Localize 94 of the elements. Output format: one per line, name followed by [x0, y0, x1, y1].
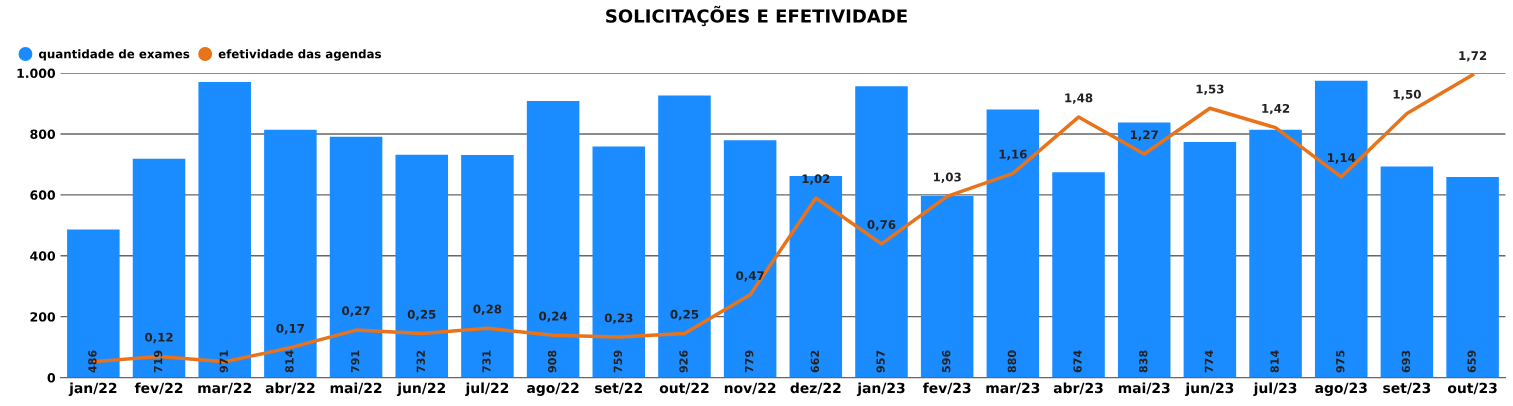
bar — [920, 196, 974, 378]
x-tick-label: out/22 — [659, 382, 709, 395]
data-label: 880 — [1007, 350, 1017, 373]
data-label: 662 — [810, 350, 820, 373]
bar — [395, 154, 449, 378]
data-label: 0,27 — [342, 306, 370, 317]
data-label: 1,03 — [933, 172, 961, 184]
data-label: 1,53 — [1196, 84, 1224, 95]
data-label: 908 — [547, 350, 557, 373]
data-label: 971 — [219, 350, 228, 373]
x-tick-label: jul/23 — [1253, 382, 1297, 396]
x-tick-label: jan/23 — [856, 382, 905, 396]
data-label: 1,50 — [1393, 89, 1421, 101]
data-label: 975 — [1336, 350, 1345, 373]
data-label: 774 — [1204, 350, 1213, 373]
data-label: 1,48 — [1065, 93, 1093, 104]
data-label: 1,27 — [1130, 130, 1158, 141]
y-tick-label: 800 — [30, 129, 56, 139]
x-tick-label: set/23 — [1383, 382, 1431, 395]
x-tick-label: jun/23 — [1184, 382, 1234, 396]
bar — [789, 176, 843, 378]
x-tick-label: jun/22 — [396, 382, 446, 396]
data-label: 791 — [350, 350, 360, 373]
bar — [1314, 80, 1368, 378]
x-tick-label: jan/22 — [68, 382, 117, 396]
data-label: 779 — [744, 350, 754, 373]
bar — [67, 229, 120, 378]
x-tick-label: fev/23 — [922, 382, 971, 395]
bar — [1446, 176, 1499, 378]
data-label: 926 — [679, 350, 688, 373]
data-label: 1,16 — [999, 149, 1027, 161]
data-label: 0,24 — [539, 311, 568, 323]
y-tick-label: 1.000 — [17, 68, 56, 79]
data-label: 1,02 — [802, 174, 830, 185]
x-tick-label: ago/23 — [1315, 382, 1367, 396]
x-tick-label: out/23 — [1447, 382, 1497, 395]
x-tick-label: dez/22 — [790, 382, 841, 395]
x-tick-label: fev/22 — [134, 382, 183, 395]
data-label: 0,76 — [867, 220, 896, 231]
y-tick-label: 200 — [30, 312, 56, 322]
data-label: 1,42 — [1262, 103, 1290, 115]
data-label: 693 — [1401, 350, 1411, 373]
data-label: 814 — [1270, 350, 1279, 373]
x-tick-label: mar/23 — [986, 382, 1040, 395]
data-label: 838 — [1139, 350, 1148, 373]
bar — [986, 109, 1040, 378]
data-label: 0,12 — [145, 332, 173, 344]
chart-title: SOLICITAÇÕES E EFETIVIDADE — [606, 5, 907, 27]
data-label: 659 — [1467, 350, 1476, 373]
bar — [1117, 122, 1171, 378]
x-tick-label: abr/22 — [265, 382, 315, 395]
data-label: 0,17 — [276, 323, 305, 335]
bar — [723, 140, 777, 378]
bar — [526, 101, 580, 378]
data-label: 957 — [876, 350, 885, 373]
data-label: 0,25 — [670, 309, 699, 321]
data-label: 1,14 — [1328, 153, 1356, 164]
x-tick-label: mar/22 — [198, 382, 252, 395]
data-label: 674 — [1073, 350, 1082, 373]
x-tick-label: abr/23 — [1053, 382, 1103, 395]
data-label: 0,25 — [407, 309, 436, 321]
y-tick-label: 400 — [30, 251, 56, 261]
x-tick-label: mai/23 — [1118, 382, 1170, 395]
bar — [329, 136, 383, 378]
bar — [592, 146, 646, 378]
bar — [1380, 166, 1434, 378]
x-tick-label: nov/22 — [724, 382, 776, 395]
data-label: 814 — [285, 350, 294, 373]
bar — [132, 158, 186, 378]
x-tick-label: set/22 — [595, 382, 642, 395]
data-label: 1,72 — [1459, 51, 1487, 62]
bar — [1052, 172, 1105, 378]
data-label: 0,28 — [473, 304, 502, 316]
y-tick-label: 600 — [30, 190, 56, 200]
bar — [461, 154, 514, 378]
bar — [1249, 129, 1302, 378]
legend-label: efetividade das agendas — [218, 49, 381, 61]
data-label: 596 — [942, 350, 951, 373]
y-tick-label: 0 — [47, 373, 56, 383]
bar — [264, 129, 317, 378]
data-label: 719 — [153, 350, 163, 373]
bar — [198, 81, 251, 378]
data-label: 0,23 — [604, 313, 633, 324]
data-label: 732 — [416, 350, 425, 373]
x-tick-label: ago/22 — [527, 382, 579, 396]
data-label: 486 — [88, 350, 97, 373]
bar — [855, 86, 908, 378]
x-tick-label: mai/22 — [330, 382, 382, 395]
bar — [658, 95, 711, 378]
x-tick-label: jul/22 — [465, 382, 509, 396]
bar — [1183, 141, 1237, 378]
legend-label: quantidade de exames — [38, 49, 190, 61]
data-label: 759 — [613, 350, 623, 373]
data-label: 731 — [482, 350, 491, 373]
